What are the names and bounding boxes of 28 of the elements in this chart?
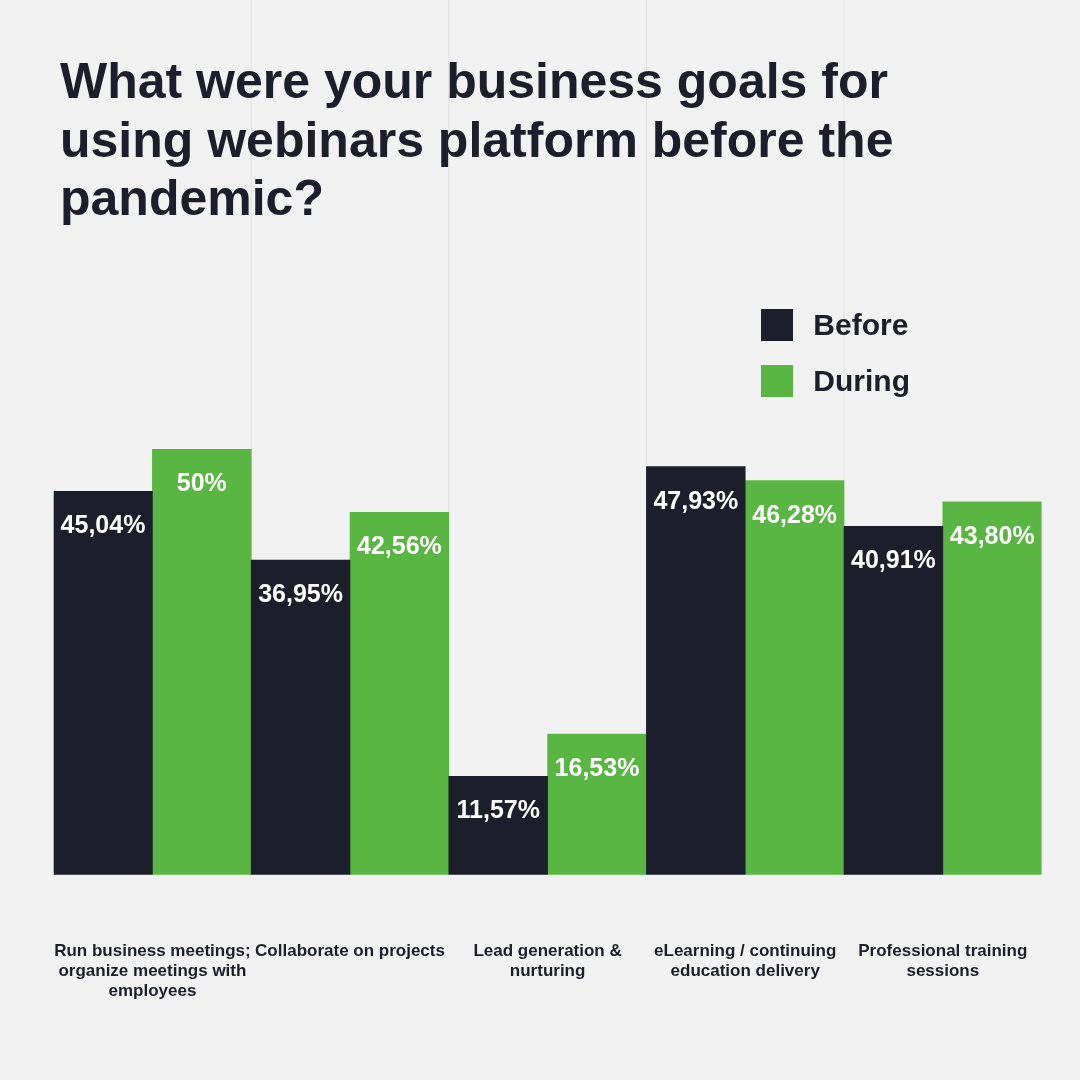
bar — [843, 526, 944, 875]
data-label: 36,95% — [258, 579, 343, 608]
data-label: 50% — [176, 467, 227, 496]
data-label: 42,56% — [357, 531, 442, 560]
bar — [547, 733, 647, 875]
data-label: 43,80% — [949, 520, 1035, 549]
data-label: 40,91% — [851, 545, 936, 574]
bar — [349, 512, 450, 875]
x-tick-label: Professional training sessions — [858, 940, 1028, 981]
data-label: 46,28% — [752, 499, 838, 528]
x-tick-label: Lead generation & nurturing — [473, 940, 622, 981]
bar — [53, 490, 153, 875]
data-label: 11,57% — [456, 795, 540, 824]
bar — [448, 775, 548, 875]
bar — [250, 559, 351, 875]
legend-label: During — [813, 364, 910, 398]
chart-title: What were your business goals for using webinars platform before the pandemic? — [60, 52, 895, 228]
x-tick-label: Collaborate on projects — [255, 940, 445, 960]
data-label: 45,04% — [60, 510, 146, 539]
x-tick-label: Run business meetings; organize meetings with employees — [54, 940, 251, 1001]
bar — [152, 449, 252, 875]
data-label: 47,93% — [653, 485, 739, 514]
bar — [942, 501, 1042, 875]
x-tick-label: eLearning / continuing education delivery — [654, 940, 837, 981]
data-label: 16,53% — [554, 752, 640, 781]
legend-label: Before — [813, 308, 909, 342]
bar — [646, 466, 746, 875]
bar — [744, 480, 845, 875]
